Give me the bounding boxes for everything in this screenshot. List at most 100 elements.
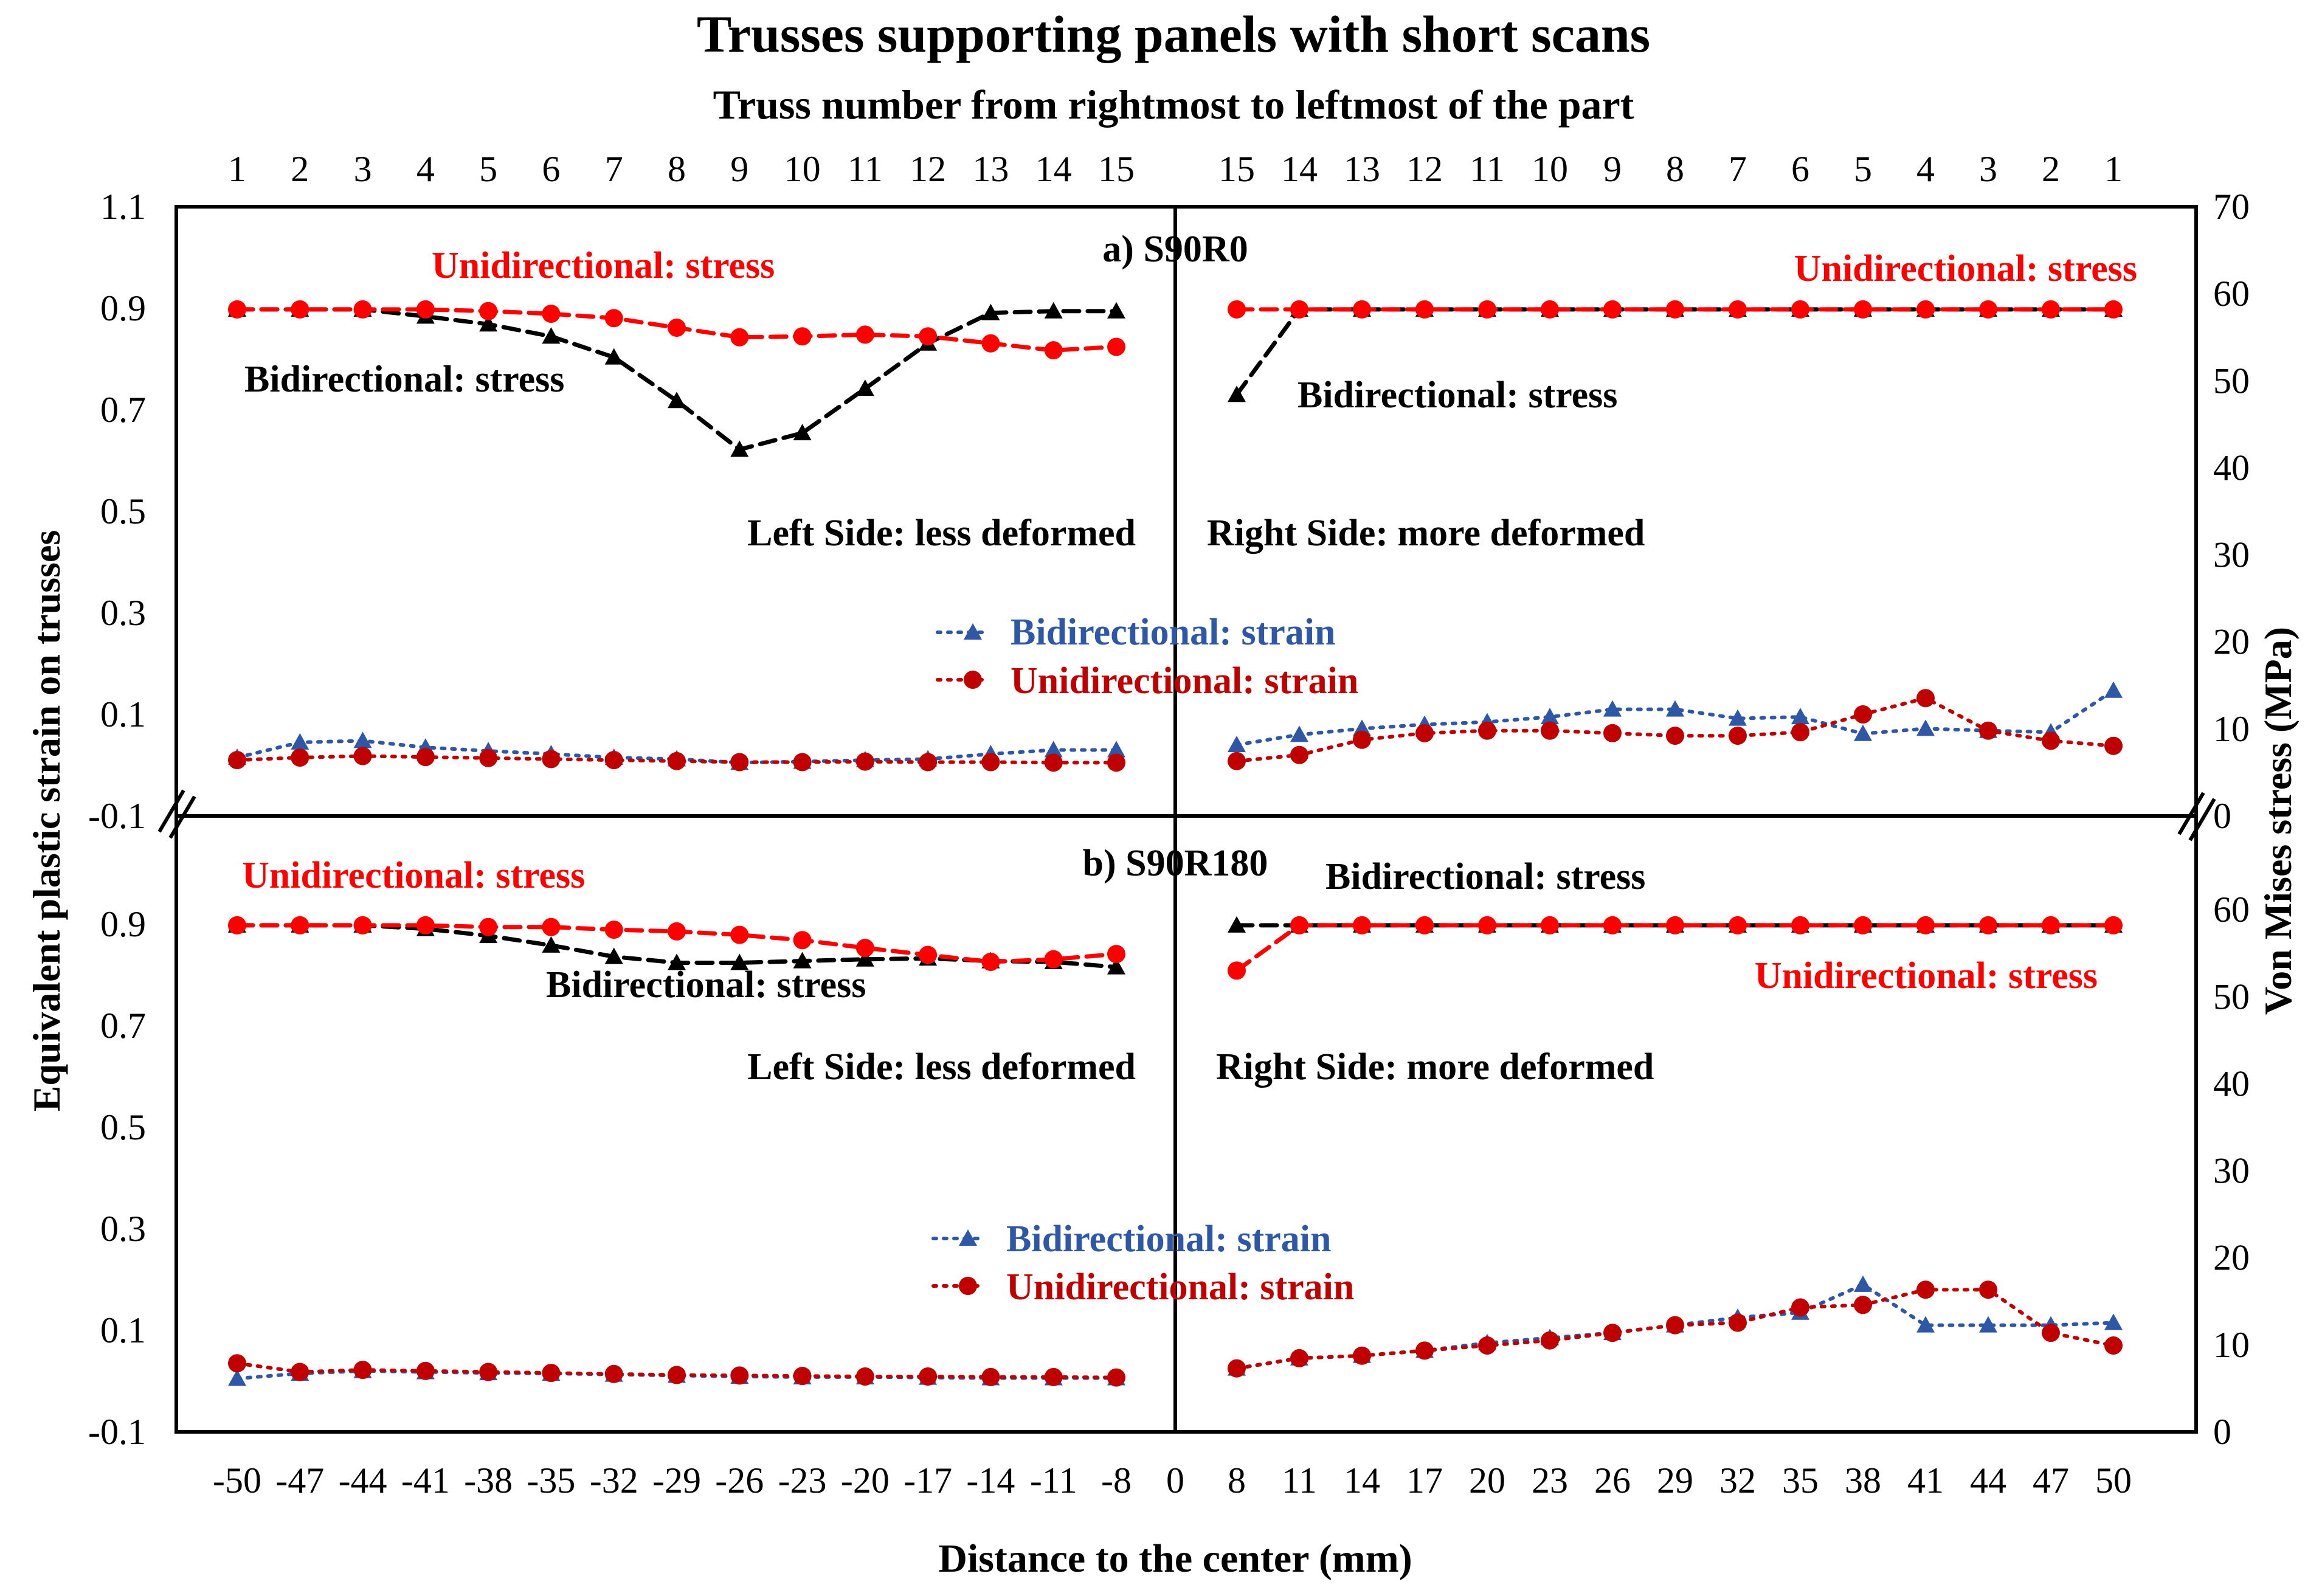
data-point-circle [1415,1341,1434,1360]
x-tick-label: 17 [1406,1460,1443,1501]
data-point-triangle [1228,736,1246,753]
x-tick-label: 35 [1782,1460,1819,1501]
annot-left-side: Left Side: less deformed [747,1046,1136,1088]
data-point-circle [919,1367,938,1386]
data-point-triangle [1541,708,1559,725]
data-point-triangle [1228,385,1246,402]
top-tick-label: 7 [605,149,623,189]
x-tick-label: -29 [652,1460,701,1501]
y-right-tick-label: 10 [2213,709,2250,749]
y-left-tick-label: 0.1 [100,694,146,734]
top-tick-label: 14 [1035,149,1072,189]
annot-left-side: Left Side: less deformed [747,513,1136,554]
panel-a-title: a) S90R0 [1102,229,1248,270]
top-tick-label: 2 [291,149,309,189]
x-tick-label: -32 [590,1460,638,1501]
data-point-circle [353,300,372,319]
data-point-triangle [1044,302,1063,319]
data-point-circle [1854,1296,1872,1314]
annot-bi-stress: Bidirectional: stress [1297,375,1617,416]
data-point-circle [1353,1346,1371,1365]
y-left-tick-label: 0.9 [100,904,146,944]
data-point-circle [1228,1359,1246,1378]
top-tick-label: 12 [910,149,946,189]
data-point-triangle [479,315,498,332]
data-point-circle [668,318,686,337]
data-point-triangle [353,731,372,748]
top-tick-label: 12 [1406,149,1443,189]
data-point-triangle [1666,700,1684,717]
data-point-circle [1228,961,1246,980]
data-point-triangle [542,327,561,344]
data-point-circle [1290,1349,1308,1367]
top-tick-label: 11 [1470,149,1505,189]
y-left-tick-label: 0.7 [100,1006,146,1046]
data-point-circle [1666,300,1684,319]
data-point-triangle [1854,724,1872,741]
data-point-circle [1353,300,1371,319]
data-point-circle [1478,1336,1496,1355]
x-tick-label: 41 [1907,1460,1944,1501]
data-point-circle [1603,916,1622,934]
data-point-circle [604,1364,623,1383]
data-point-circle [2042,916,2060,934]
data-point-circle [1290,300,1308,319]
data-point-circle [964,671,982,689]
data-point-circle [1979,916,1997,934]
x-tick-label: -26 [715,1460,764,1501]
top-tick-label: 8 [668,149,686,189]
data-point-circle [793,1367,812,1386]
data-point-circle [1791,723,1809,742]
data-point-triangle [1107,302,1125,319]
top-tick-label: 1 [2104,149,2123,189]
data-point-circle [1729,300,1747,319]
annot-uni-stress: Unidirectional: stress [242,855,585,896]
top-tick-label: 13 [1344,149,1380,189]
data-point-circle [1666,916,1684,934]
data-point-circle [353,1361,372,1380]
data-point-circle [1916,916,1935,934]
x-tick-label: 32 [1719,1460,1756,1501]
data-point-circle [1541,1331,1559,1350]
data-point-circle [1353,916,1371,934]
top-tick-label: 13 [972,149,1009,189]
data-point-circle [1107,945,1125,964]
data-point-circle [542,305,561,323]
data-point-triangle [1979,1316,1997,1333]
data-point-circle [1478,916,1496,934]
top-tick-label: 6 [542,149,560,189]
data-point-triangle [793,952,812,969]
legend-bi-strain: Bidirectional: strain [1006,1218,1331,1260]
data-point-circle [1044,950,1063,969]
data-point-circle [1979,300,1997,319]
y-right-tick-label: 30 [2213,1151,2250,1191]
data-point-circle [1666,1316,1684,1335]
y-left-tick-label: 0.5 [100,1107,146,1147]
data-point-circle [2042,300,2060,319]
annot-bi-stress: Bidirectional: stress [244,359,564,400]
data-point-circle [1541,916,1559,934]
y-right-tick-label: 0 [2213,1412,2231,1452]
x-tick-label: -44 [339,1460,387,1501]
legend-bi-strain: Bidirectional: strain [1011,612,1335,653]
data-point-circle [1791,916,1809,934]
data-point-circle [1979,721,1997,740]
data-point-triangle [959,1229,977,1246]
axis-break-left-1 [157,789,185,833]
chart-title: Trusses supporting panels with short sca… [697,5,1650,63]
data-point-circle [855,1367,874,1386]
x-axis-label: Distance to the center (mm) [938,1536,1412,1581]
series [228,300,2123,1387]
data-point-triangle [1916,1316,1935,1333]
data-point-circle [291,1363,309,1381]
data-point-circle [1729,727,1747,745]
data-point-circle [730,1366,749,1385]
data-point-circle [604,751,623,770]
data-point-circle [479,1363,498,1381]
data-point-circle [542,750,561,769]
annot-uni-stress: Unidirectional: stress [432,245,775,286]
data-point-circle [668,751,686,770]
top-tick-label: 15 [1098,149,1135,189]
x-tick-label: 8 [1228,1460,1246,1501]
data-point-circle [1791,1298,1809,1317]
